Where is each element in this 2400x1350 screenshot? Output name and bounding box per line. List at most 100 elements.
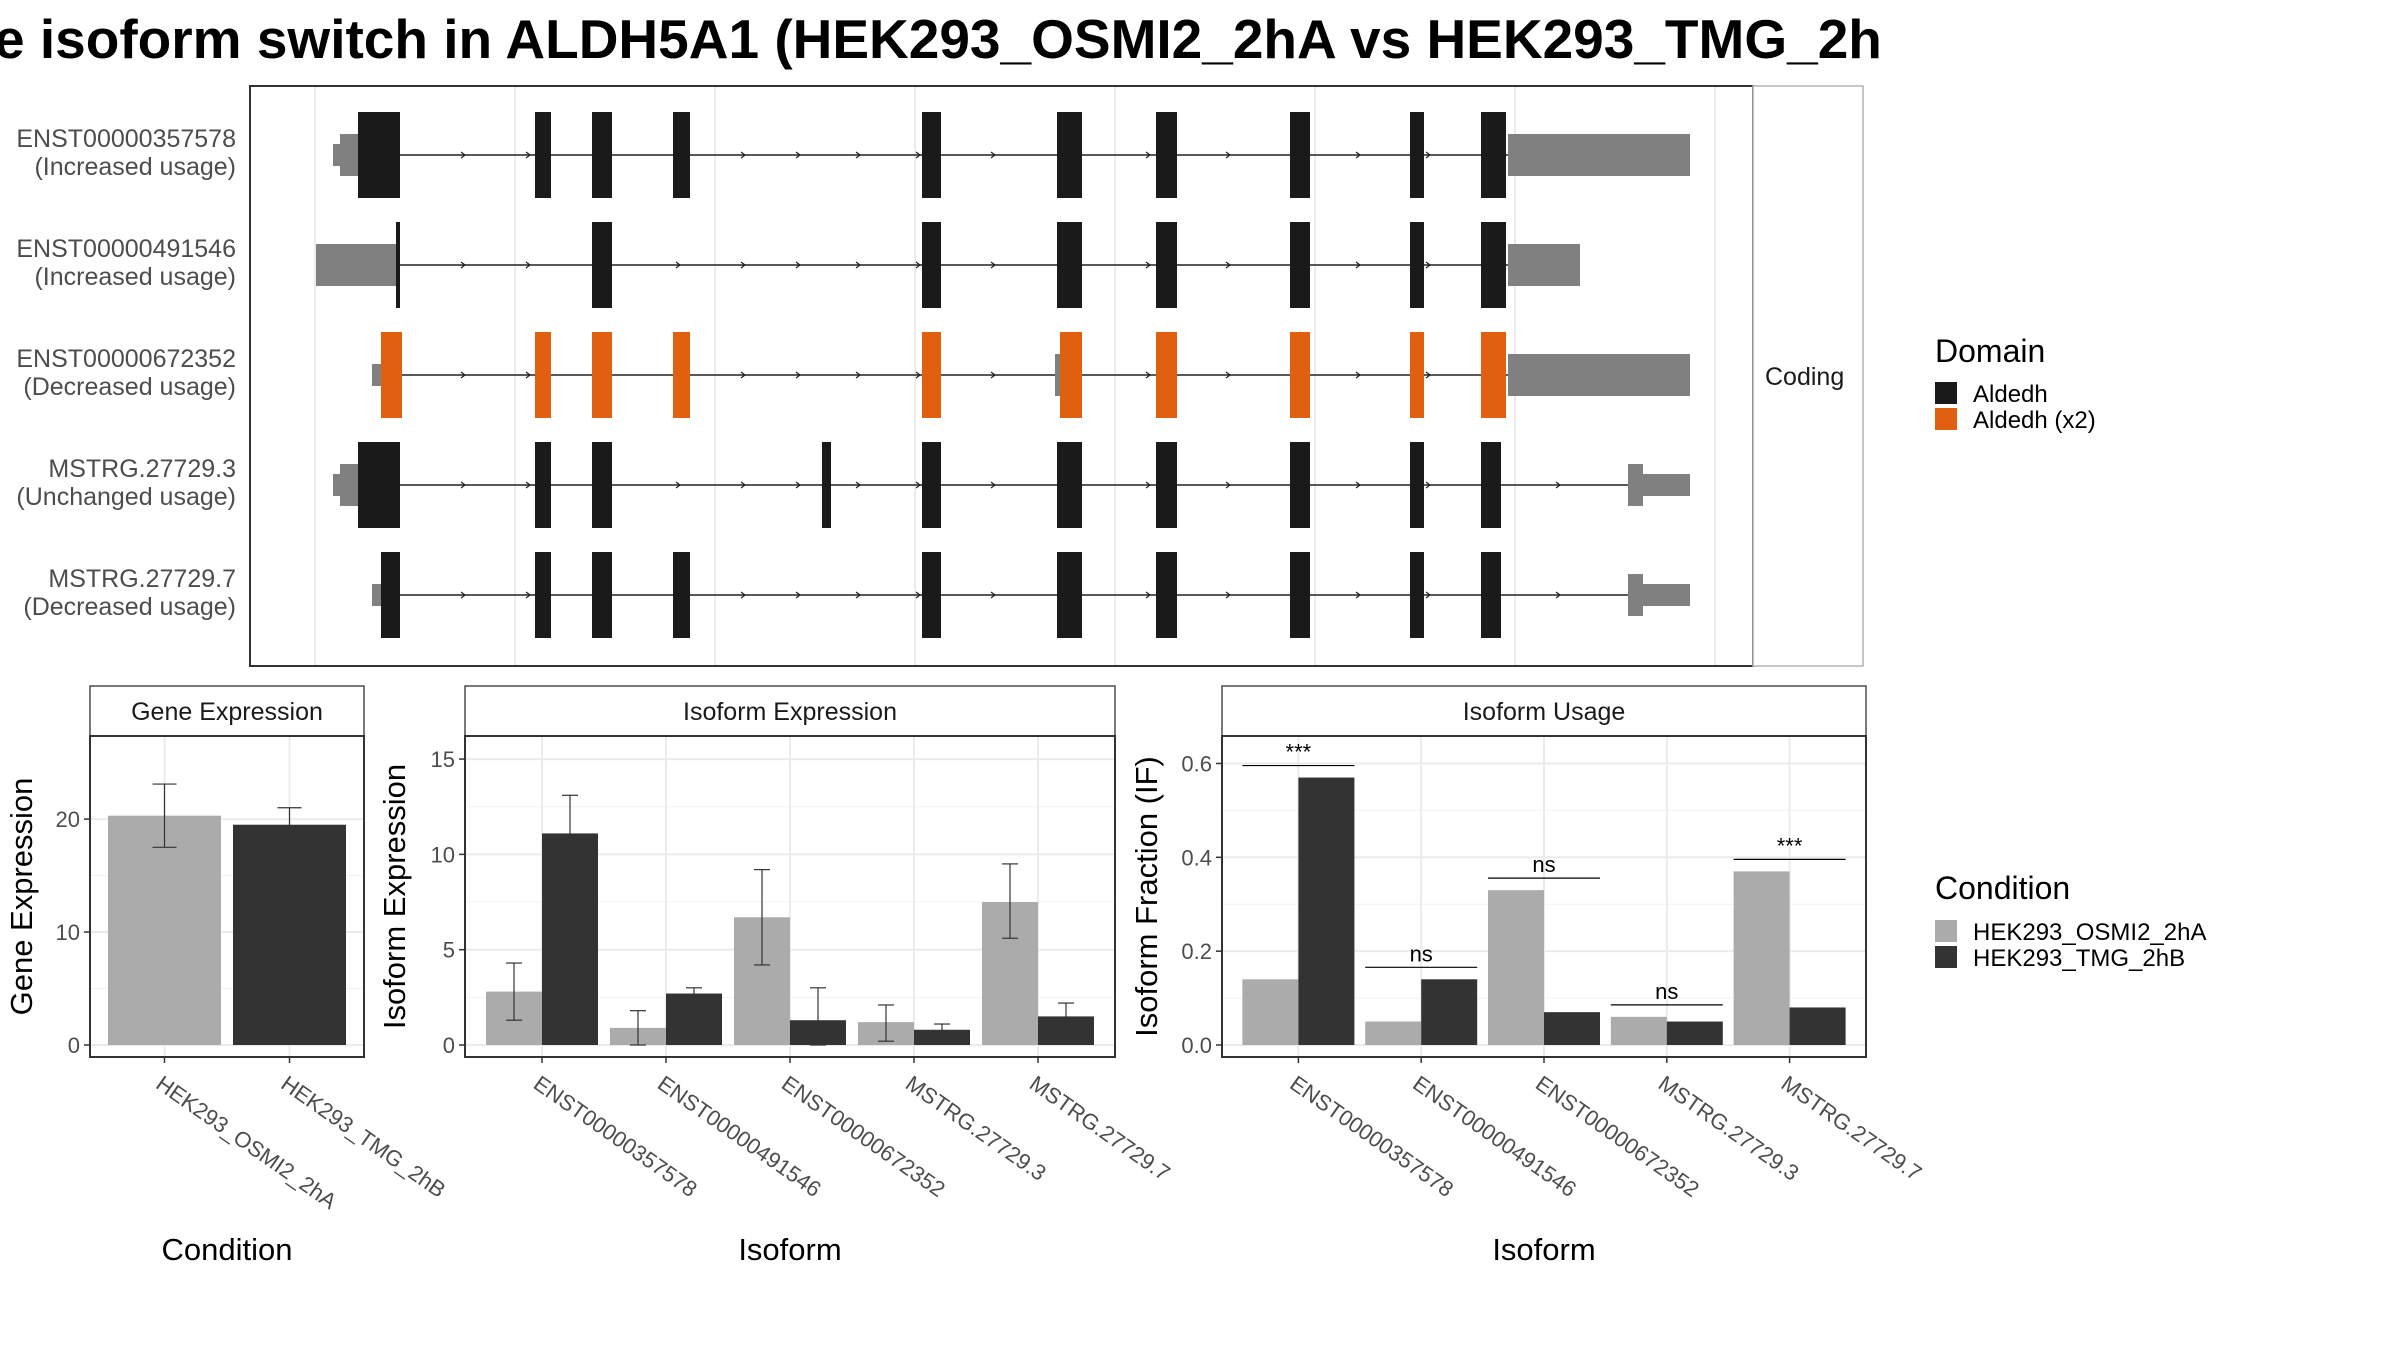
strand-arrow xyxy=(1355,481,1361,489)
coding-exon xyxy=(922,552,941,638)
y-tick-label: 10 xyxy=(56,920,80,945)
strand-arrow xyxy=(915,591,921,599)
domain-legend-title: Domain xyxy=(1935,333,2045,369)
bar xyxy=(1544,1012,1600,1045)
coding-exon xyxy=(1410,112,1424,198)
transcript-structure-panel: ENST00000357578(Increased usage)ENST0000… xyxy=(16,85,1864,667)
strand-arrow xyxy=(1355,591,1361,599)
bar xyxy=(1421,979,1478,1045)
transcript-row xyxy=(372,332,1690,418)
coding-exon xyxy=(592,112,612,198)
panel-strip xyxy=(1221,685,1867,737)
y-tick-label: 0 xyxy=(68,1033,80,1058)
y-axis-title: Isoform Expression xyxy=(377,764,412,1029)
y-tick-label: 0.2 xyxy=(1181,939,1212,964)
coding-exon xyxy=(1410,442,1424,528)
x-axis-title: Condition xyxy=(162,1232,293,1267)
y-axis-title: Isoform Fraction (IF) xyxy=(1129,756,1164,1037)
strand-arrow xyxy=(1425,591,1431,599)
utr-block xyxy=(1508,244,1580,286)
x-axis-title: Isoform xyxy=(1492,1232,1595,1267)
transcript-row xyxy=(333,442,1690,528)
strand-arrow xyxy=(990,151,996,159)
y-tick-label: 0 xyxy=(443,1033,455,1058)
coding-exon xyxy=(922,332,941,418)
condition-legend-key-b xyxy=(1935,946,1957,968)
transcript-grid xyxy=(314,86,1716,666)
bar xyxy=(1666,1021,1723,1045)
transcript-id-label: ENST00000491546 xyxy=(16,235,236,263)
y-tick-label: 0.4 xyxy=(1181,845,1212,870)
coding-exon xyxy=(592,222,612,308)
utr-block xyxy=(316,244,340,286)
coding-exon xyxy=(1481,222,1506,308)
utr-block xyxy=(333,144,340,166)
strand-arrow xyxy=(740,591,746,599)
domain-legend: Domain Aldedh Aldedh (x2) xyxy=(1935,333,2096,434)
strand-arrow xyxy=(460,151,466,159)
transcript-id-label: ENST00000672352 xyxy=(16,345,236,373)
strand-arrow xyxy=(1145,371,1151,379)
coding-exon xyxy=(1156,332,1177,418)
coding-exon xyxy=(1410,222,1424,308)
strand-arrow xyxy=(1145,481,1151,489)
panel-strip xyxy=(464,685,1116,737)
strand-arrow xyxy=(990,481,996,489)
coding-exon xyxy=(535,552,551,638)
coding-exon xyxy=(922,442,941,528)
condition-legend-title: Condition xyxy=(1935,870,2070,906)
significance-label: *** xyxy=(1286,740,1312,765)
strand-arrow xyxy=(460,591,466,599)
coding-exon xyxy=(1410,332,1424,418)
strand-arrow xyxy=(795,481,801,489)
domain-legend-label-aldedh-x2: Aldedh (x2) xyxy=(1973,407,2096,434)
condition-legend-key-a xyxy=(1935,920,1957,942)
strand-arrow xyxy=(1225,261,1231,269)
figure-title: e isoform switch in ALDH5A1 (HEK293_OSMI… xyxy=(0,8,1882,70)
coding-exon xyxy=(673,332,690,418)
coding-exon xyxy=(1290,222,1310,308)
coding-exon xyxy=(1057,222,1082,308)
bar xyxy=(233,824,346,1045)
utr-block xyxy=(372,364,381,386)
strand-arrow xyxy=(855,591,861,599)
bar xyxy=(1488,890,1544,1045)
bar xyxy=(1365,1021,1422,1045)
strand-arrow xyxy=(1145,261,1151,269)
coding-exon xyxy=(1156,442,1177,528)
coding-exon xyxy=(1290,332,1310,418)
panel-strip xyxy=(89,685,365,737)
coding-exon xyxy=(381,332,402,418)
domain-legend-key-aldedh xyxy=(1935,382,1957,404)
transcript-row xyxy=(316,222,1580,308)
coding-exon xyxy=(922,222,941,308)
coding-exon xyxy=(592,442,612,528)
panel-strip-title: Isoform Usage xyxy=(1463,698,1626,726)
coding-exon xyxy=(592,332,612,418)
significance-label: *** xyxy=(1777,833,1803,858)
bar xyxy=(1789,1007,1846,1045)
bar xyxy=(1610,1016,1667,1045)
coding-exon xyxy=(592,552,612,638)
transcript-id-label: MSTRG.27729.7 xyxy=(48,565,236,593)
coding-exon xyxy=(922,112,941,198)
utr-block xyxy=(1628,464,1643,506)
bar xyxy=(1242,979,1299,1045)
strand-arrow xyxy=(675,261,681,269)
coding-exon xyxy=(358,112,400,198)
strand-arrow xyxy=(1555,481,1561,489)
strand-arrow xyxy=(460,481,466,489)
strand-arrow xyxy=(1225,151,1231,159)
coding-exon xyxy=(1060,332,1082,418)
coding-exon xyxy=(396,222,400,308)
utr-block xyxy=(340,244,400,286)
coding-exon xyxy=(535,332,551,418)
coding-exon xyxy=(358,442,400,528)
significance-label: ns xyxy=(1410,941,1433,966)
strand-arrow xyxy=(525,591,531,599)
panel-border xyxy=(89,735,365,1058)
strand-arrow xyxy=(1425,151,1431,159)
strand-arrow xyxy=(740,481,746,489)
strand-arrow xyxy=(675,481,681,489)
utr-block xyxy=(1508,134,1690,176)
